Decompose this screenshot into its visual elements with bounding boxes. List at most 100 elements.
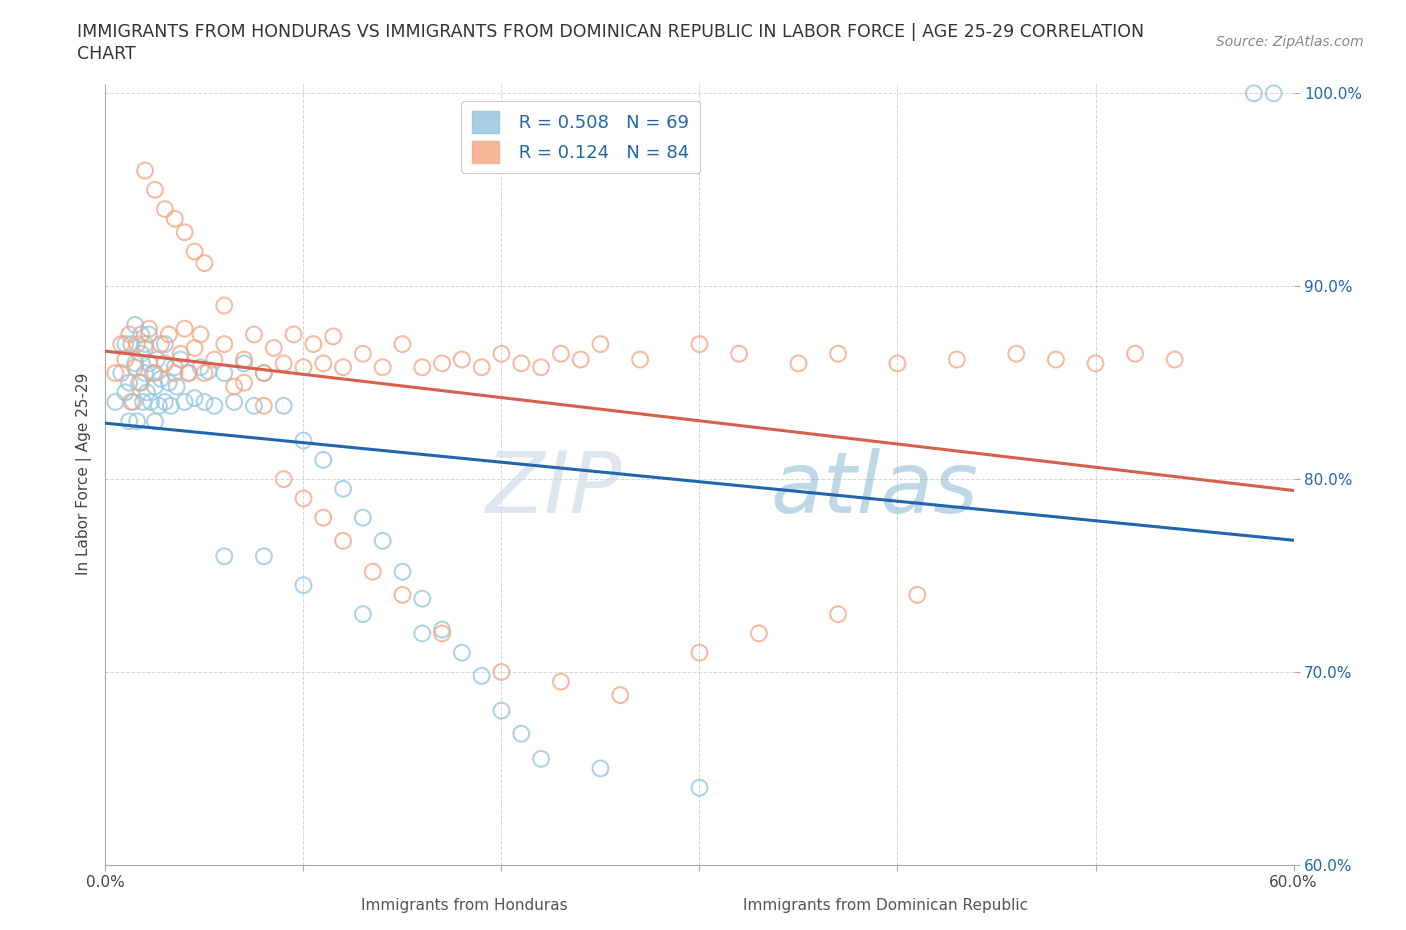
Point [332, 360, 354, 375]
Point [530, 751, 553, 766]
Point [163, 365, 186, 380]
Point [146, 352, 169, 367]
Text: CHART: CHART [77, 45, 136, 62]
Point [143, 379, 166, 394]
Point [1243, 86, 1265, 100]
Point [134, 365, 156, 380]
Point [1084, 356, 1107, 371]
Point [149, 371, 172, 386]
Point [193, 365, 215, 380]
Point [253, 365, 276, 380]
Point [430, 622, 453, 637]
Point [170, 352, 193, 367]
Point [110, 337, 132, 352]
Text: IMMIGRANTS FROM HONDURAS VS IMMIGRANTS FROM DOMINICAN REPUBLIC IN LABOR FORCE | : IMMIGRANTS FROM HONDURAS VS IMMIGRANTS F… [77, 23, 1144, 41]
Point [292, 360, 315, 375]
Point [214, 337, 236, 352]
Point [114, 385, 136, 400]
Point [153, 337, 176, 352]
Point [273, 356, 295, 371]
Point [411, 626, 433, 641]
Point [214, 365, 236, 380]
Point [173, 225, 195, 240]
Point [491, 665, 513, 680]
Point [138, 327, 160, 342]
Point [1123, 346, 1146, 361]
Point [253, 365, 276, 380]
Point [202, 398, 225, 413]
Point [312, 452, 335, 467]
Point [371, 360, 394, 375]
Point [129, 375, 152, 390]
Text: ZIP: ZIP [486, 448, 623, 531]
Point [411, 591, 433, 606]
Point [748, 626, 770, 641]
Point [550, 346, 572, 361]
Point [177, 365, 200, 380]
Point [127, 337, 149, 352]
Point [905, 588, 928, 603]
Point [491, 346, 513, 361]
Point [190, 327, 212, 342]
Point [139, 394, 162, 409]
Point [273, 472, 295, 486]
Point [1164, 352, 1187, 367]
Point [471, 360, 494, 375]
Point [302, 337, 325, 352]
Point [114, 352, 136, 367]
Point [589, 337, 612, 352]
Point [193, 394, 215, 409]
Point [143, 365, 166, 380]
Point [129, 346, 152, 361]
Point [530, 360, 553, 375]
Point [163, 211, 186, 226]
Point [118, 327, 141, 342]
Point [352, 511, 374, 525]
Point [153, 394, 176, 409]
Point [450, 645, 472, 660]
Point [143, 182, 166, 197]
Point [124, 356, 146, 371]
Point [170, 346, 193, 361]
Point [193, 256, 215, 271]
Point [214, 299, 236, 313]
Point [946, 352, 969, 367]
Point [569, 352, 592, 367]
Point [243, 327, 266, 342]
Point [183, 244, 205, 259]
Point [689, 780, 711, 795]
Text: Immigrants from Dominican Republic: Immigrants from Dominican Republic [744, 898, 1028, 913]
Point [153, 356, 176, 371]
Point [292, 491, 315, 506]
Point [1263, 86, 1285, 100]
Point [134, 337, 156, 352]
Point [609, 687, 631, 702]
Point [510, 356, 533, 371]
Text: Source: ZipAtlas.com: Source: ZipAtlas.com [1216, 35, 1364, 49]
Point [110, 365, 132, 380]
Point [202, 352, 225, 367]
Point [124, 317, 146, 332]
Point [292, 578, 315, 592]
Point [361, 565, 384, 579]
Point [283, 327, 305, 342]
Point [124, 360, 146, 375]
Point [118, 414, 141, 429]
Legend:  R = 0.508   N = 69,  R = 0.124   N = 84: R = 0.508 N = 69, R = 0.124 N = 84 [461, 100, 700, 174]
Point [322, 329, 344, 344]
Point [550, 674, 572, 689]
Point [471, 669, 494, 684]
Point [177, 365, 200, 380]
Point [1045, 352, 1067, 367]
Point [173, 394, 195, 409]
Point [628, 352, 651, 367]
Point [827, 346, 849, 361]
Point [312, 511, 335, 525]
Point [253, 398, 276, 413]
Point [510, 726, 533, 741]
Point [312, 356, 335, 371]
Point [787, 356, 810, 371]
Point [263, 340, 285, 355]
Point [1005, 346, 1028, 361]
Point [173, 321, 195, 336]
